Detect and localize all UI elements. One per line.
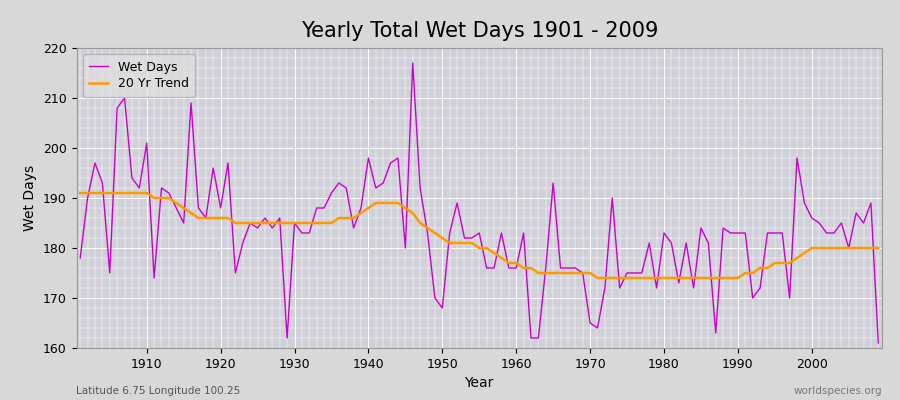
- Wet Days: [75, 256, 86, 260]
- 20 Yr Trend: [341, 216, 352, 220]
- Wet Days: [408, 60, 418, 65]
- 20 Yr Trend: [511, 261, 522, 266]
- Line: Wet Days: Wet Days: [80, 63, 878, 343]
- Wet Days: [296, 230, 307, 235]
- Text: Latitude 6.75 Longitude 100.25: Latitude 6.75 Longitude 100.25: [76, 386, 241, 396]
- 20 Yr Trend: [296, 221, 307, 226]
- Y-axis label: Wet Days: Wet Days: [23, 165, 37, 231]
- Line: 20 Yr Trend: 20 Yr Trend: [80, 193, 878, 278]
- 20 Yr Trend: [592, 276, 603, 280]
- Title: Yearly Total Wet Days 1901 - 2009: Yearly Total Wet Days 1901 - 2009: [301, 21, 658, 41]
- Text: worldspecies.org: worldspecies.org: [794, 386, 882, 396]
- Wet Days: [511, 266, 522, 270]
- 20 Yr Trend: [607, 276, 617, 280]
- Wet Days: [518, 230, 529, 235]
- Wet Days: [607, 196, 617, 200]
- 20 Yr Trend: [134, 191, 145, 196]
- 20 Yr Trend: [75, 191, 86, 196]
- 20 Yr Trend: [873, 246, 884, 250]
- Wet Days: [873, 340, 884, 345]
- Legend: Wet Days, 20 Yr Trend: Wet Days, 20 Yr Trend: [83, 54, 195, 96]
- X-axis label: Year: Year: [464, 376, 494, 390]
- Wet Days: [134, 186, 145, 190]
- Wet Days: [341, 186, 352, 190]
- 20 Yr Trend: [503, 261, 514, 266]
